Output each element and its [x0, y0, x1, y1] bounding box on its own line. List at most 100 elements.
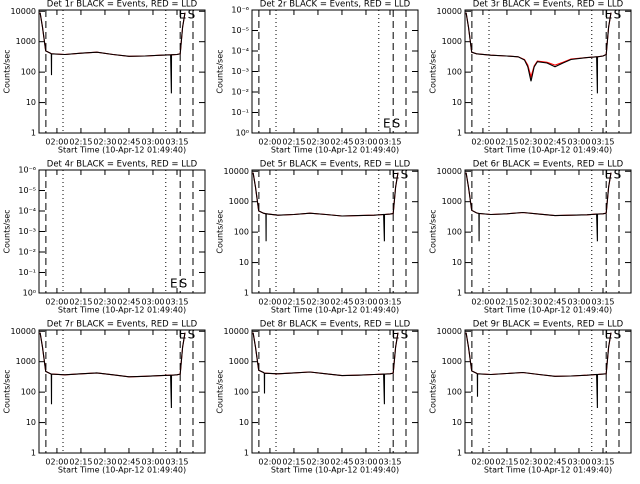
y-tick-label: 10	[452, 258, 462, 267]
y-tick-label: 10000	[437, 167, 462, 176]
plot-frame	[251, 329, 419, 454]
x-tick-label: 02:45	[330, 298, 353, 307]
y-tick-label: 1	[457, 449, 462, 458]
x-tick-label: 03:15	[378, 138, 401, 147]
x-tick-label: 02:15	[282, 138, 305, 147]
x-tick-label: 03:15	[165, 458, 188, 467]
y-tick-label: 1000	[16, 37, 36, 46]
y-axis-label: Counts/sec	[429, 209, 438, 253]
x-tick-label: 02:45	[543, 138, 566, 147]
y-tick-label: 10	[452, 418, 462, 427]
panel-title: Det 9r BLACK = Events, RED = LLD	[473, 320, 624, 330]
x-axis-label: Start Time (10-Apr-12 01:49:40)	[271, 466, 399, 475]
y-tick-label: 10000	[224, 327, 249, 336]
plot-frame	[38, 9, 206, 134]
series-line	[252, 172, 399, 217]
series-line	[465, 12, 612, 94]
x-axis-label: Start Time (10-Apr-12 01:49:40)	[58, 306, 186, 315]
y-tick-label: 1	[244, 449, 249, 458]
y-tick-label: 10⁻⁴	[18, 207, 36, 216]
x-tick-label: 02:30	[93, 458, 116, 467]
marker-label: S	[180, 277, 188, 291]
x-tick-label: 02:45	[543, 458, 566, 467]
x-axis-label: Start Time (10-Apr-12 01:49:40)	[484, 306, 612, 315]
x-tick-label: 02:30	[306, 298, 329, 307]
x-tick-label: 02:15	[69, 458, 92, 467]
x-axis-label: Start Time (10-Apr-12 01:49:40)	[58, 466, 186, 475]
x-tick-label: 02:15	[69, 298, 92, 307]
plot-frame	[464, 329, 632, 454]
x-tick-label: 02:00	[45, 458, 68, 467]
series-line	[465, 12, 612, 79]
x-tick-label: 03:00	[141, 138, 164, 147]
y-tick-label: 1000	[229, 197, 249, 206]
series-line	[39, 332, 186, 409]
y-axis-label: Counts/sec	[429, 369, 438, 413]
x-tick-label: 03:00	[141, 298, 164, 307]
y-tick-label: 100	[21, 68, 36, 77]
x-tick-label: 03:15	[378, 298, 401, 307]
series-line	[252, 332, 399, 405]
y-axis-label: Counts/sec	[216, 209, 225, 253]
y-tick-label: 10000	[437, 327, 462, 336]
x-tick-label: 03:00	[141, 458, 164, 467]
y-tick-label: 1000	[442, 357, 462, 366]
y-tick-label: 10	[239, 418, 249, 427]
y-tick-label: 10000	[437, 7, 462, 16]
y-tick-label: 1000	[442, 197, 462, 206]
series-line	[39, 332, 186, 378]
x-tick-label: 02:30	[519, 298, 542, 307]
panel-title: Det 2r BLACK = Events, RED = LLD	[260, 0, 411, 10]
x-tick-label: 02:30	[93, 138, 116, 147]
marker-label: S	[401, 328, 409, 342]
x-tick-label: 03:15	[165, 138, 188, 147]
x-tick-label: 02:00	[471, 138, 494, 147]
y-tick-label: 100	[447, 68, 462, 77]
y-tick-label: 10⁻²	[18, 248, 36, 257]
x-tick-label: 02:15	[495, 458, 518, 467]
series-line	[39, 12, 186, 94]
series-line	[252, 332, 399, 377]
series-line	[252, 172, 399, 242]
x-tick-label: 02:00	[258, 298, 281, 307]
panel-title: Det 7r BLACK = Events, RED = LLD	[47, 320, 198, 330]
plot-frame	[38, 329, 206, 454]
panel-title: Det 1r BLACK = Events, RED = LLD	[47, 0, 198, 10]
plot-frame	[251, 169, 419, 294]
y-tick-label: 1	[457, 129, 462, 138]
x-tick-label: 03:00	[567, 138, 590, 147]
series-line	[465, 172, 612, 242]
x-axis-label: Start Time (10-Apr-12 01:49:40)	[271, 146, 399, 155]
y-tick-label: 10000	[224, 167, 249, 176]
y-tick-label: 10⁻¹	[18, 268, 36, 277]
y-tick-label: 1	[31, 129, 36, 138]
y-tick-label: 1	[244, 289, 249, 298]
x-tick-label: 02:30	[306, 458, 329, 467]
x-tick-label: 03:15	[591, 138, 614, 147]
marker-label: S	[401, 168, 409, 182]
x-tick-label: 02:00	[45, 138, 68, 147]
x-tick-label: 02:45	[330, 458, 353, 467]
marker-label: S	[614, 8, 622, 22]
x-tick-label: 03:15	[591, 458, 614, 467]
marker-label: E	[392, 328, 400, 342]
marker-label: E	[605, 168, 613, 182]
x-tick-label: 03:15	[591, 298, 614, 307]
x-tick-label: 02:45	[543, 298, 566, 307]
y-tick-label: 10000	[11, 327, 36, 336]
x-tick-label: 03:15	[165, 298, 188, 307]
marker-label: E	[605, 8, 613, 22]
x-tick-label: 02:45	[117, 298, 140, 307]
y-tick-label: 10	[452, 98, 462, 107]
marker-label: E	[383, 117, 391, 131]
marker-label: E	[605, 328, 613, 342]
y-tick-label: 100	[234, 228, 249, 237]
y-axis-label: Counts/sec	[216, 369, 225, 413]
marker-label: E	[170, 277, 178, 291]
series-line	[465, 332, 612, 377]
x-tick-label: 03:00	[354, 458, 377, 467]
x-tick-label: 02:15	[69, 138, 92, 147]
marker-label: S	[614, 328, 622, 342]
y-tick-label: 10⁻⁶	[231, 6, 249, 15]
